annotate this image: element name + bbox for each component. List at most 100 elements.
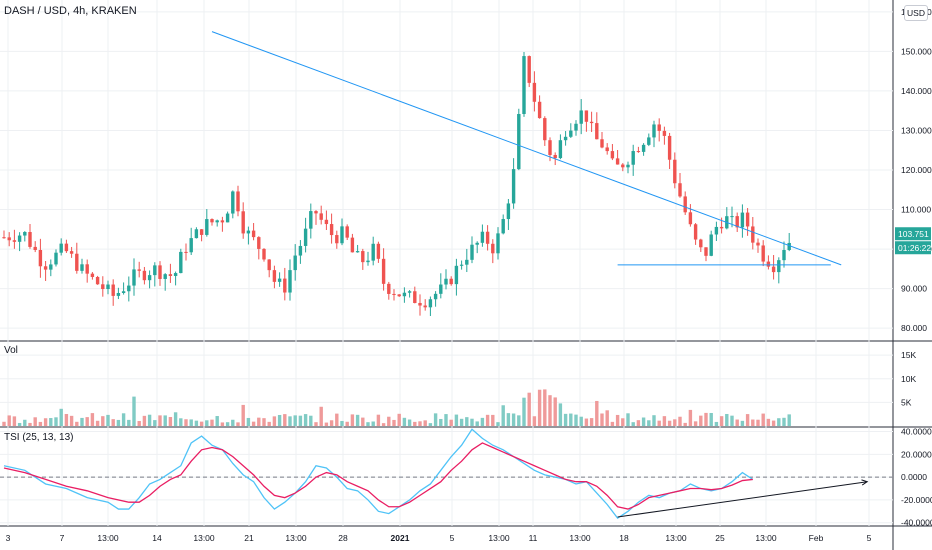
candle-body <box>101 284 105 290</box>
volume-bar <box>28 422 32 426</box>
time-axis-tick: 13:00 <box>665 533 687 543</box>
candle-body <box>511 169 516 204</box>
candle-body <box>537 101 542 119</box>
volume-bar <box>532 416 537 426</box>
candle-body <box>350 237 355 253</box>
candle-body <box>17 235 22 242</box>
last-price-badge-text: 103.751 <box>898 229 929 239</box>
candle-body <box>548 140 552 155</box>
candle-body <box>371 243 375 261</box>
volume-bar <box>485 414 490 426</box>
candle-body <box>293 255 297 271</box>
volume-bar <box>439 418 443 426</box>
candle-body <box>262 248 266 260</box>
volume-bar <box>184 419 188 426</box>
candle-body <box>418 302 422 306</box>
candle-body <box>527 56 531 83</box>
volume-bar <box>319 406 323 426</box>
candle-body <box>626 164 630 168</box>
volume-label: Vol <box>4 345 18 356</box>
candle-body <box>111 284 115 296</box>
candle-body <box>173 273 178 276</box>
volume-bar <box>262 418 266 426</box>
candle-body <box>132 269 136 286</box>
volume-bar <box>402 417 407 426</box>
time-axis-tick: 13:00 <box>488 533 510 543</box>
volume-bar <box>475 421 479 426</box>
candle-body <box>667 135 672 160</box>
candle-body <box>621 164 625 168</box>
candle-body <box>220 220 225 223</box>
volume-bar <box>215 416 219 426</box>
volume-bar <box>543 389 547 426</box>
volume-bar <box>745 414 750 426</box>
volume-bar <box>631 422 635 426</box>
volume-bar <box>600 413 604 426</box>
candle-body <box>194 229 199 239</box>
time-axis-tick: 11 <box>529 533 538 543</box>
candle-body <box>584 110 589 122</box>
candle-body <box>236 191 240 212</box>
candle-body <box>745 212 750 227</box>
time-axis-tick: 5 <box>867 533 872 543</box>
candle-body <box>563 136 568 141</box>
candle-body <box>54 252 58 265</box>
candle-body <box>329 224 334 236</box>
volume-bar <box>194 420 199 426</box>
time-axis-tick: 2021 <box>391 533 410 543</box>
candle-body <box>345 226 349 238</box>
volume-bar <box>340 420 344 426</box>
volume-bar <box>163 415 167 426</box>
tsi-label: TSI (25, 13, 13) <box>4 432 74 443</box>
volume-bar <box>298 415 303 426</box>
volume-axis-tick: 15K <box>901 350 916 360</box>
volume-bar <box>558 403 563 426</box>
candle-body <box>470 244 474 260</box>
volume-bar <box>137 420 141 426</box>
volume-bar <box>751 419 755 426</box>
candle-body <box>366 260 370 263</box>
volume-bar <box>158 415 162 426</box>
volume-bar <box>589 418 594 426</box>
volume-bar <box>345 421 349 426</box>
candle-body <box>766 261 771 267</box>
candle-body <box>517 113 521 170</box>
volume-bar <box>288 416 292 426</box>
volume-bar <box>366 422 370 426</box>
volume-bar <box>673 419 677 426</box>
candle-body <box>699 239 703 248</box>
volume-bar <box>444 414 448 426</box>
candle-body <box>735 216 739 228</box>
candle-body <box>137 269 141 271</box>
volume-bar <box>517 415 521 426</box>
tsi-trend-arrow <box>617 481 868 518</box>
candle-body <box>303 228 308 246</box>
volume-bar <box>277 414 282 426</box>
volume-bar <box>584 418 589 426</box>
volume-bar <box>693 421 698 426</box>
volume-bar <box>231 419 235 426</box>
currency-badge[interactable]: USD <box>904 5 928 21</box>
volume-bar <box>267 421 271 426</box>
candle-body <box>439 284 443 294</box>
candle-body <box>413 291 417 303</box>
candle-body <box>771 266 776 273</box>
price-axis-tick: 90.000 <box>901 284 927 294</box>
volume-bar <box>771 420 776 426</box>
volume-bar <box>641 417 646 426</box>
volume-bar <box>418 421 422 426</box>
arrow-head-icon <box>861 479 869 486</box>
candle-body <box>85 264 89 274</box>
candle-body <box>376 243 381 259</box>
volume-bar <box>449 419 453 426</box>
candle-body <box>189 238 193 253</box>
tsi-axis-tick: -40.0000 <box>901 518 932 528</box>
time-axis-tick: 13:00 <box>97 533 119 543</box>
price-axis-tick: 80.000 <box>901 323 927 333</box>
volume-bar <box>735 419 739 426</box>
candle-body <box>589 121 594 124</box>
candle-body <box>246 230 251 234</box>
volume-bar <box>407 419 412 426</box>
